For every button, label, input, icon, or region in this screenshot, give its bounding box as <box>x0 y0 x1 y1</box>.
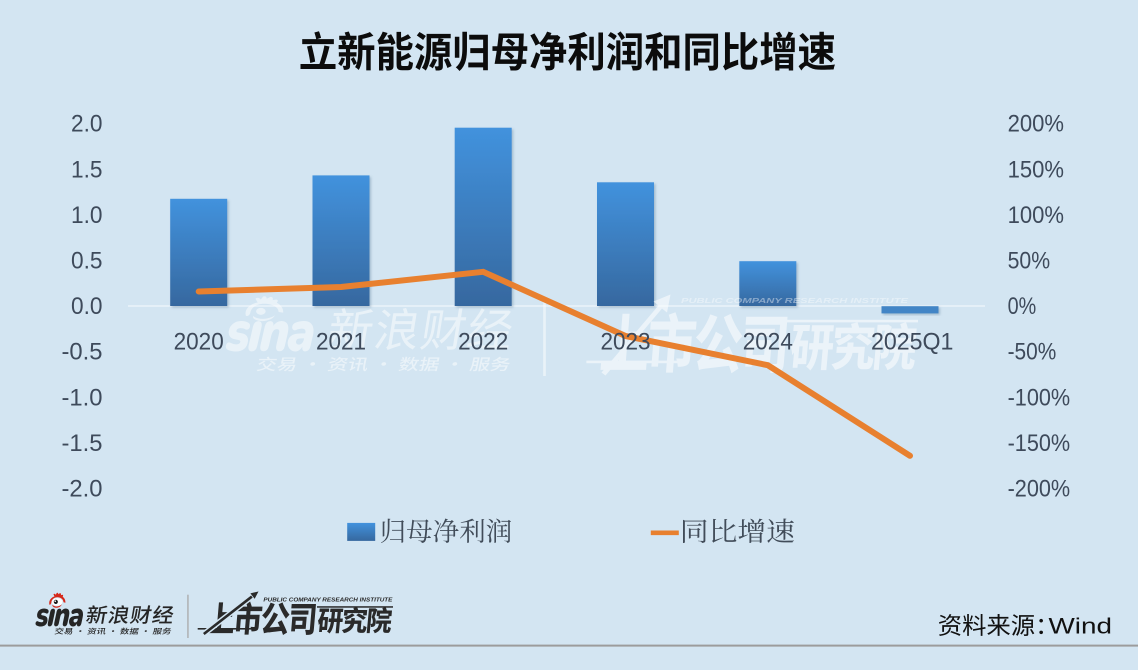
svg-text:-50%: -50% <box>1008 339 1057 366</box>
svg-text:-2.0: -2.0 <box>62 476 103 503</box>
svg-text:-1.0: -1.0 <box>62 384 103 411</box>
svg-text:200%: 200% <box>1008 111 1064 138</box>
svg-text:2025Q1: 2025Q1 <box>871 329 953 356</box>
svg-text:2024: 2024 <box>743 329 793 356</box>
svg-text:0.5: 0.5 <box>71 248 103 275</box>
svg-text:2020: 2020 <box>174 329 224 356</box>
svg-text:150%: 150% <box>1008 156 1064 183</box>
svg-text:50%: 50% <box>1008 248 1051 275</box>
svg-text:PUBLIC COMPANY RESEARCH INSTIT: PUBLIC COMPANY RESEARCH INSTITUTE <box>681 298 909 305</box>
svg-text:1.0: 1.0 <box>71 202 103 229</box>
svg-text:2023: 2023 <box>600 329 650 356</box>
svg-text:-0.5: -0.5 <box>62 339 103 366</box>
svg-text:0%: 0% <box>1008 293 1037 320</box>
svg-text:100%: 100% <box>1008 202 1064 229</box>
svg-text:0.0: 0.0 <box>71 293 103 320</box>
svg-text:1.5: 1.5 <box>71 156 103 183</box>
svg-text:-1.5: -1.5 <box>62 430 103 457</box>
svg-text:-100%: -100% <box>1008 384 1071 411</box>
svg-text:2022: 2022 <box>458 329 508 356</box>
svg-text:2.0: 2.0 <box>71 111 103 138</box>
svg-text:-150%: -150% <box>1008 430 1071 457</box>
svg-text:Wind: Wind <box>1049 613 1113 638</box>
svg-text:-200%: -200% <box>1008 476 1071 503</box>
svg-text:2021: 2021 <box>316 329 366 356</box>
svg-text:PUBLIC COMPANY RESEARCH INSTIT: PUBLIC COMPANY RESEARCH INSTITUTE <box>263 598 392 604</box>
